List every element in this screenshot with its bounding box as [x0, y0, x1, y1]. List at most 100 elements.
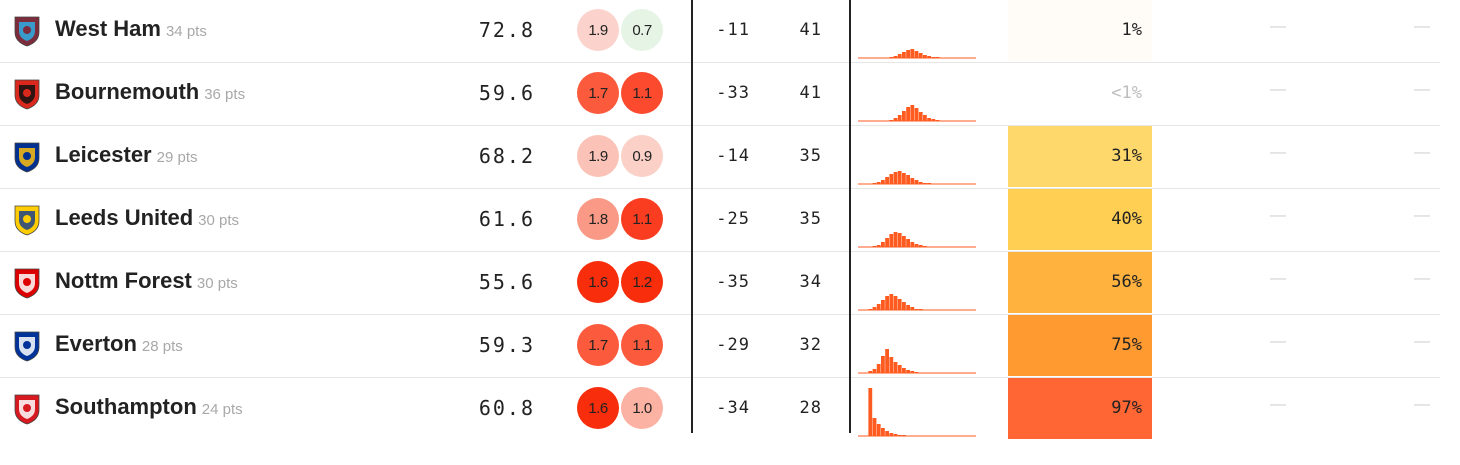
histogram-bar — [885, 177, 889, 184]
team-name[interactable]: West Ham 34 pts — [55, 16, 207, 42]
histogram-bar — [881, 428, 885, 436]
histogram-bar — [927, 183, 931, 184]
spi-rating: 59.3 — [478, 333, 535, 357]
team-name-label: Bournemouth — [55, 79, 200, 104]
histogram-bar — [893, 362, 898, 373]
histogram-bar — [872, 183, 877, 184]
offense-rating: 1.9 — [577, 9, 619, 51]
projected-points: 41 — [799, 20, 822, 40]
projected-points: 35 — [799, 209, 822, 229]
divider-right — [849, 0, 851, 433]
defense-rating: 0.7 — [621, 9, 663, 51]
histogram-bar — [889, 433, 894, 436]
team-name[interactable]: Nottm Forest 30 pts — [55, 268, 238, 294]
team-name[interactable]: Bournemouth 36 pts — [55, 79, 245, 105]
table-row[interactable]: Everton 28 pts 59.3 1.7 1.1 -29 32 75% — — — [0, 315, 1440, 378]
divider-left — [691, 0, 693, 433]
goal-difference: -25 — [716, 209, 750, 229]
spi-rating: 61.6 — [478, 207, 535, 231]
histogram-bar — [897, 233, 902, 247]
table-row[interactable]: Bournemouth 36 pts 59.6 1.7 1.1 -33 41 <1% — — — [0, 63, 1440, 126]
histogram-bar — [885, 296, 889, 310]
spi-rating: 59.6 — [478, 81, 535, 105]
histogram-bar — [906, 305, 910, 310]
team-name[interactable]: Southampton 24 pts — [55, 394, 243, 420]
histogram-bar — [927, 118, 931, 121]
histogram-bar — [918, 112, 923, 121]
goal-difference: -34 — [716, 398, 750, 418]
nottm-forest-crest-icon — [10, 266, 44, 300]
histogram-bar — [902, 302, 906, 310]
histogram-bar — [931, 119, 936, 121]
histogram-bar — [876, 424, 881, 436]
spi-rating: 72.8 — [478, 18, 535, 42]
histogram-bar — [893, 434, 898, 436]
histogram-bar — [889, 174, 894, 184]
histogram-bar — [893, 56, 898, 58]
offense-rating: 1.8 — [577, 198, 619, 240]
spi-rating: 60.8 — [478, 396, 535, 420]
team-points: 30 pts — [196, 275, 238, 292]
histogram-bar — [918, 182, 923, 184]
histogram-bar — [885, 238, 889, 247]
offense-rating: 1.6 — [577, 261, 619, 303]
empty-cell-dash: — — [1270, 144, 1286, 161]
histogram-bar — [885, 349, 889, 373]
points-distribution-chart — [858, 349, 976, 374]
team-points: 34 pts — [165, 23, 207, 40]
histogram-bar — [881, 300, 885, 310]
empty-cell-dash: — — [1414, 207, 1430, 224]
goal-difference: -29 — [716, 335, 750, 355]
defense-rating: 0.9 — [621, 135, 663, 177]
histogram-bar — [872, 418, 877, 436]
empty-cell-dash: — — [1270, 396, 1286, 413]
empty-cell-dash: — — [1270, 270, 1286, 287]
points-distribution-chart — [858, 49, 976, 59]
relegation-chance: 1% — [1008, 0, 1152, 61]
histogram-bar — [881, 180, 885, 184]
team-name[interactable]: Leeds United 30 pts — [55, 205, 239, 231]
table-row[interactable]: Nottm Forest 30 pts 55.6 1.6 1.2 -35 34 56% — — — [0, 252, 1440, 315]
histogram-bar — [868, 371, 873, 373]
team-name[interactable]: Everton 28 pts — [55, 331, 183, 357]
offense-rating: 1.7 — [577, 324, 619, 366]
histogram-bar — [923, 183, 927, 184]
empty-cell-dash: — — [1414, 270, 1430, 287]
histogram-bar — [906, 370, 910, 373]
goal-difference: -33 — [716, 83, 750, 103]
histogram-bar — [876, 364, 881, 373]
west-ham-crest-icon — [10, 14, 44, 48]
histogram-bar — [914, 180, 919, 184]
histogram-bar — [897, 299, 902, 310]
table-row[interactable]: Southampton 24 pts 60.8 1.6 1.0 -34 28 97% — — — [0, 378, 1440, 440]
bournemouth-crest-icon — [10, 77, 44, 111]
histogram-bar — [881, 242, 885, 247]
histogram-bar — [889, 294, 894, 310]
histogram-bar — [902, 368, 906, 373]
histogram-bar — [906, 107, 910, 121]
empty-cell-dash: — — [1414, 333, 1430, 350]
histogram-bar — [923, 246, 927, 247]
empty-cell-dash: — — [1414, 18, 1430, 35]
histogram-bar — [918, 309, 923, 310]
histogram-bar — [910, 178, 915, 184]
team-name-label: West Ham — [55, 16, 161, 41]
offense-rating: 1.6 — [577, 387, 619, 429]
histogram-bar — [897, 365, 902, 373]
histogram-bar — [893, 172, 898, 184]
histogram-bar — [902, 236, 906, 247]
histogram-bar — [902, 435, 906, 436]
empty-cell-dash: — — [1414, 144, 1430, 161]
histogram-bar — [914, 309, 919, 310]
team-name-label: Everton — [55, 331, 137, 356]
table-row[interactable]: Leeds United 30 pts 61.6 1.8 1.1 -25 35 40% — — — [0, 189, 1440, 252]
team-name[interactable]: Leicester 29 pts — [55, 142, 198, 168]
table-row[interactable]: West Ham 34 pts 72.8 1.9 0.7 -11 41 1% — — — [0, 0, 1440, 63]
goal-difference: -14 — [716, 146, 750, 166]
histogram-bar — [897, 435, 902, 436]
offense-rating: 1.7 — [577, 72, 619, 114]
histogram-bar — [872, 246, 877, 247]
table-row[interactable]: Leicester 29 pts 68.2 1.9 0.9 -14 35 31% — — — [0, 126, 1440, 189]
defense-rating: 1.0 — [621, 387, 663, 429]
team-name-label: Southampton — [55, 394, 197, 419]
